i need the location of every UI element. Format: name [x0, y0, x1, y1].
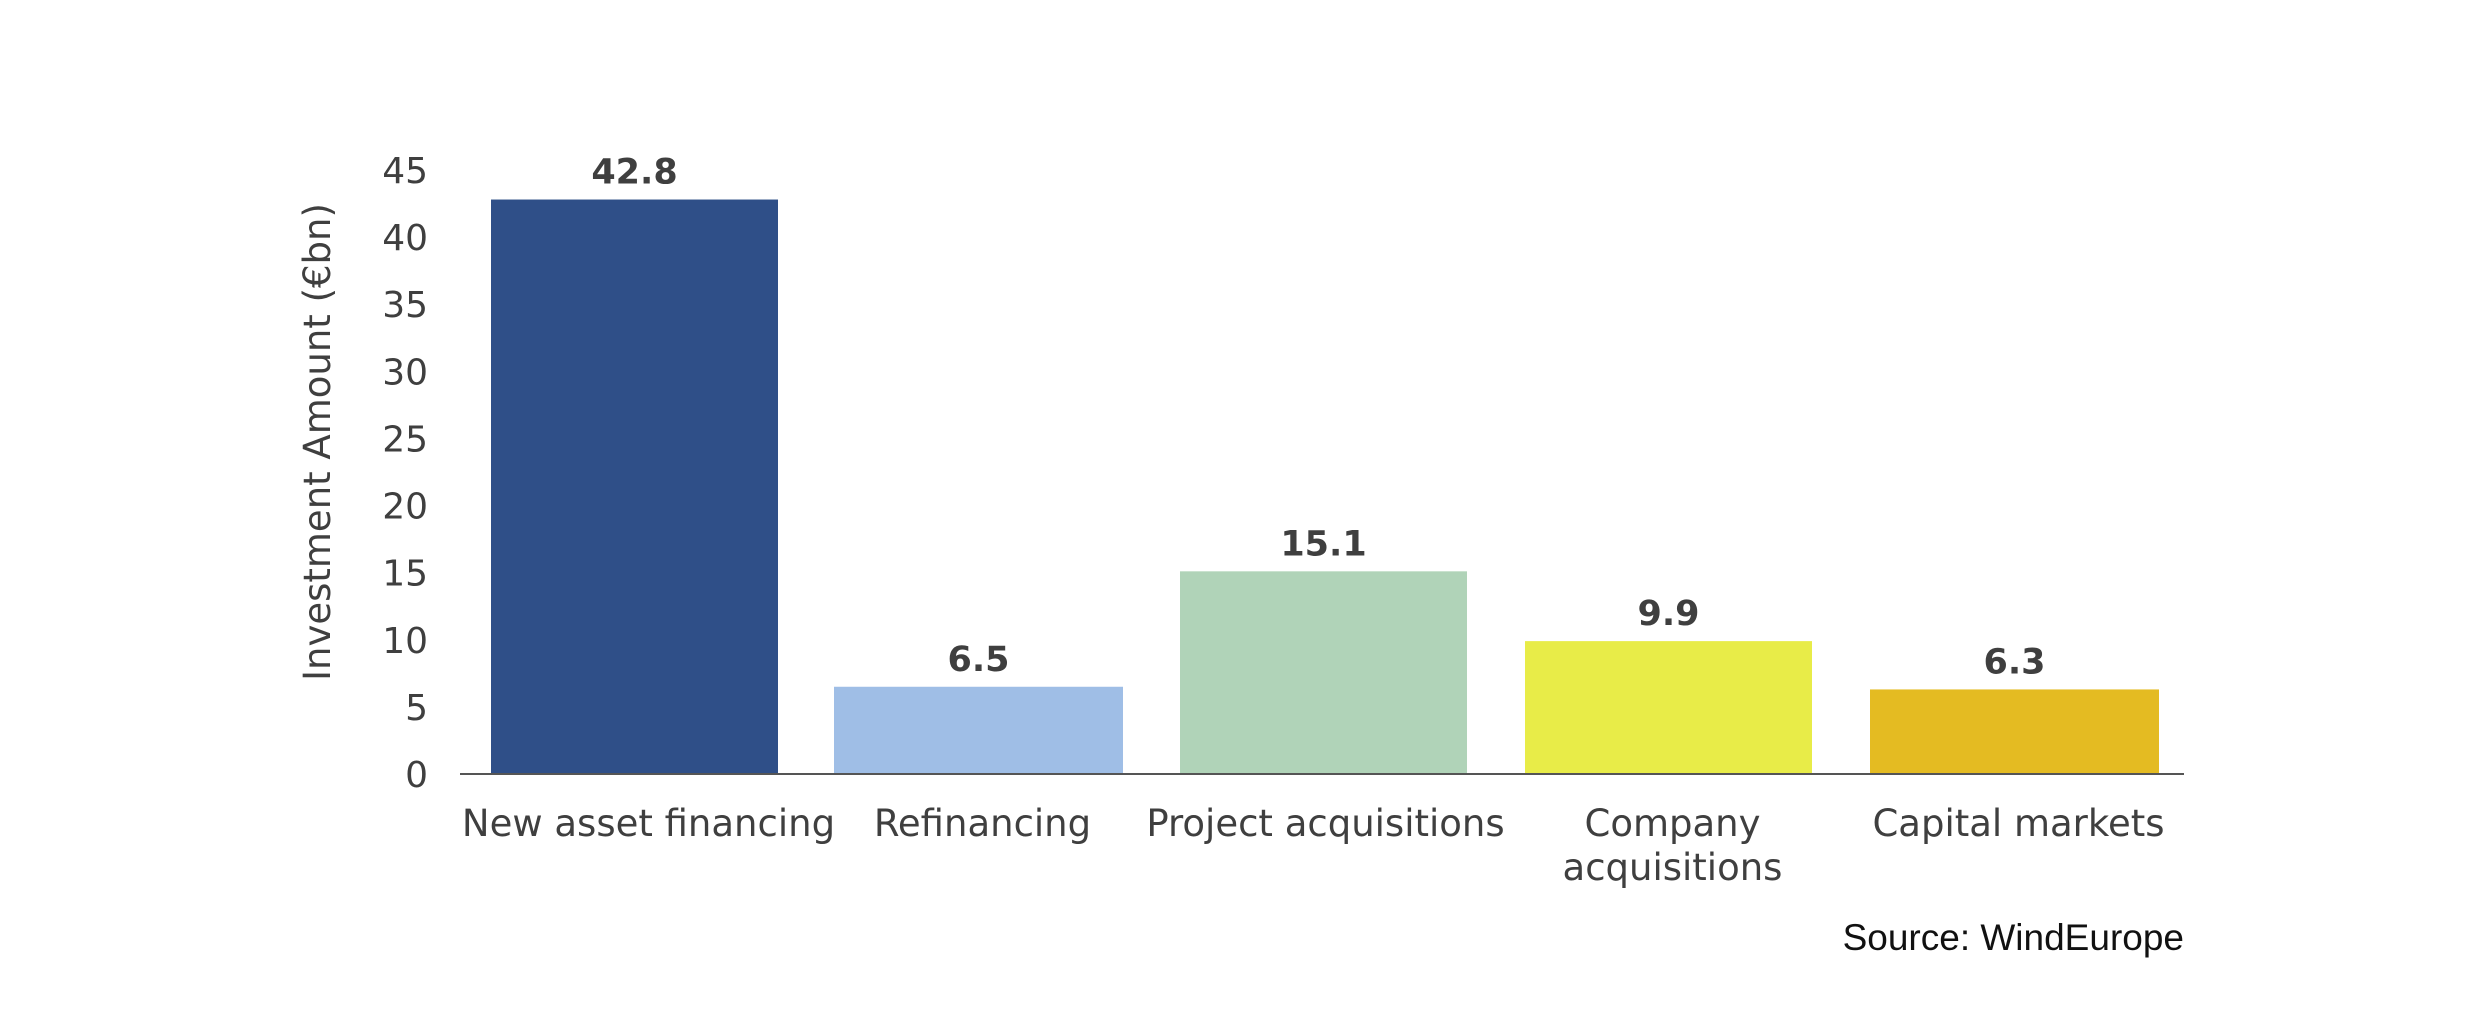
- x-category-label: Refinancing: [874, 802, 1091, 845]
- x-category-label: Project acquisitions: [1146, 802, 1504, 845]
- y-tick-label: 0: [405, 755, 428, 796]
- bar: [834, 686, 1123, 774]
- bars: [491, 199, 2159, 775]
- source-note: Source: WindEurope: [1843, 917, 2184, 958]
- bar-value-label: 9.9: [1637, 594, 1699, 634]
- bar: [491, 199, 778, 775]
- x-category-label: Company: [1584, 802, 1760, 845]
- x-category-label: acquisitions: [1563, 846, 1783, 889]
- y-axis-title: Investment Amount (€bn): [296, 203, 339, 681]
- bar-value-label: 42.8: [591, 153, 677, 193]
- x-category-label: Capital markets: [1872, 802, 2164, 845]
- category-labels: New asset financing Refinancing Project ac…: [462, 802, 2165, 889]
- y-tick-label: 15: [382, 554, 428, 595]
- bar: [1180, 571, 1467, 774]
- bar: [1525, 641, 1812, 774]
- x-category-label: New asset financing: [462, 802, 835, 845]
- y-tick-label: 25: [382, 419, 428, 460]
- value-labels: 42.8 6.5 15.1 9.9 6.3: [591, 153, 2045, 683]
- y-tick-label: 40: [382, 218, 428, 259]
- bar-value-label: 6.5: [947, 640, 1009, 680]
- bar-value-label: 15.1: [1280, 524, 1366, 564]
- bar-value-label: 6.3: [1983, 642, 2045, 682]
- y-tick-label: 10: [382, 621, 428, 662]
- y-axis-ticks: 0 5 10 15 20 25 30 35 40 45: [382, 151, 428, 796]
- y-tick-label: 45: [382, 151, 428, 192]
- y-tick-label: 20: [382, 487, 428, 528]
- bar: [1870, 689, 2159, 774]
- y-tick-label: 5: [405, 688, 428, 729]
- y-tick-label: 30: [382, 352, 428, 393]
- y-tick-label: 35: [382, 285, 428, 326]
